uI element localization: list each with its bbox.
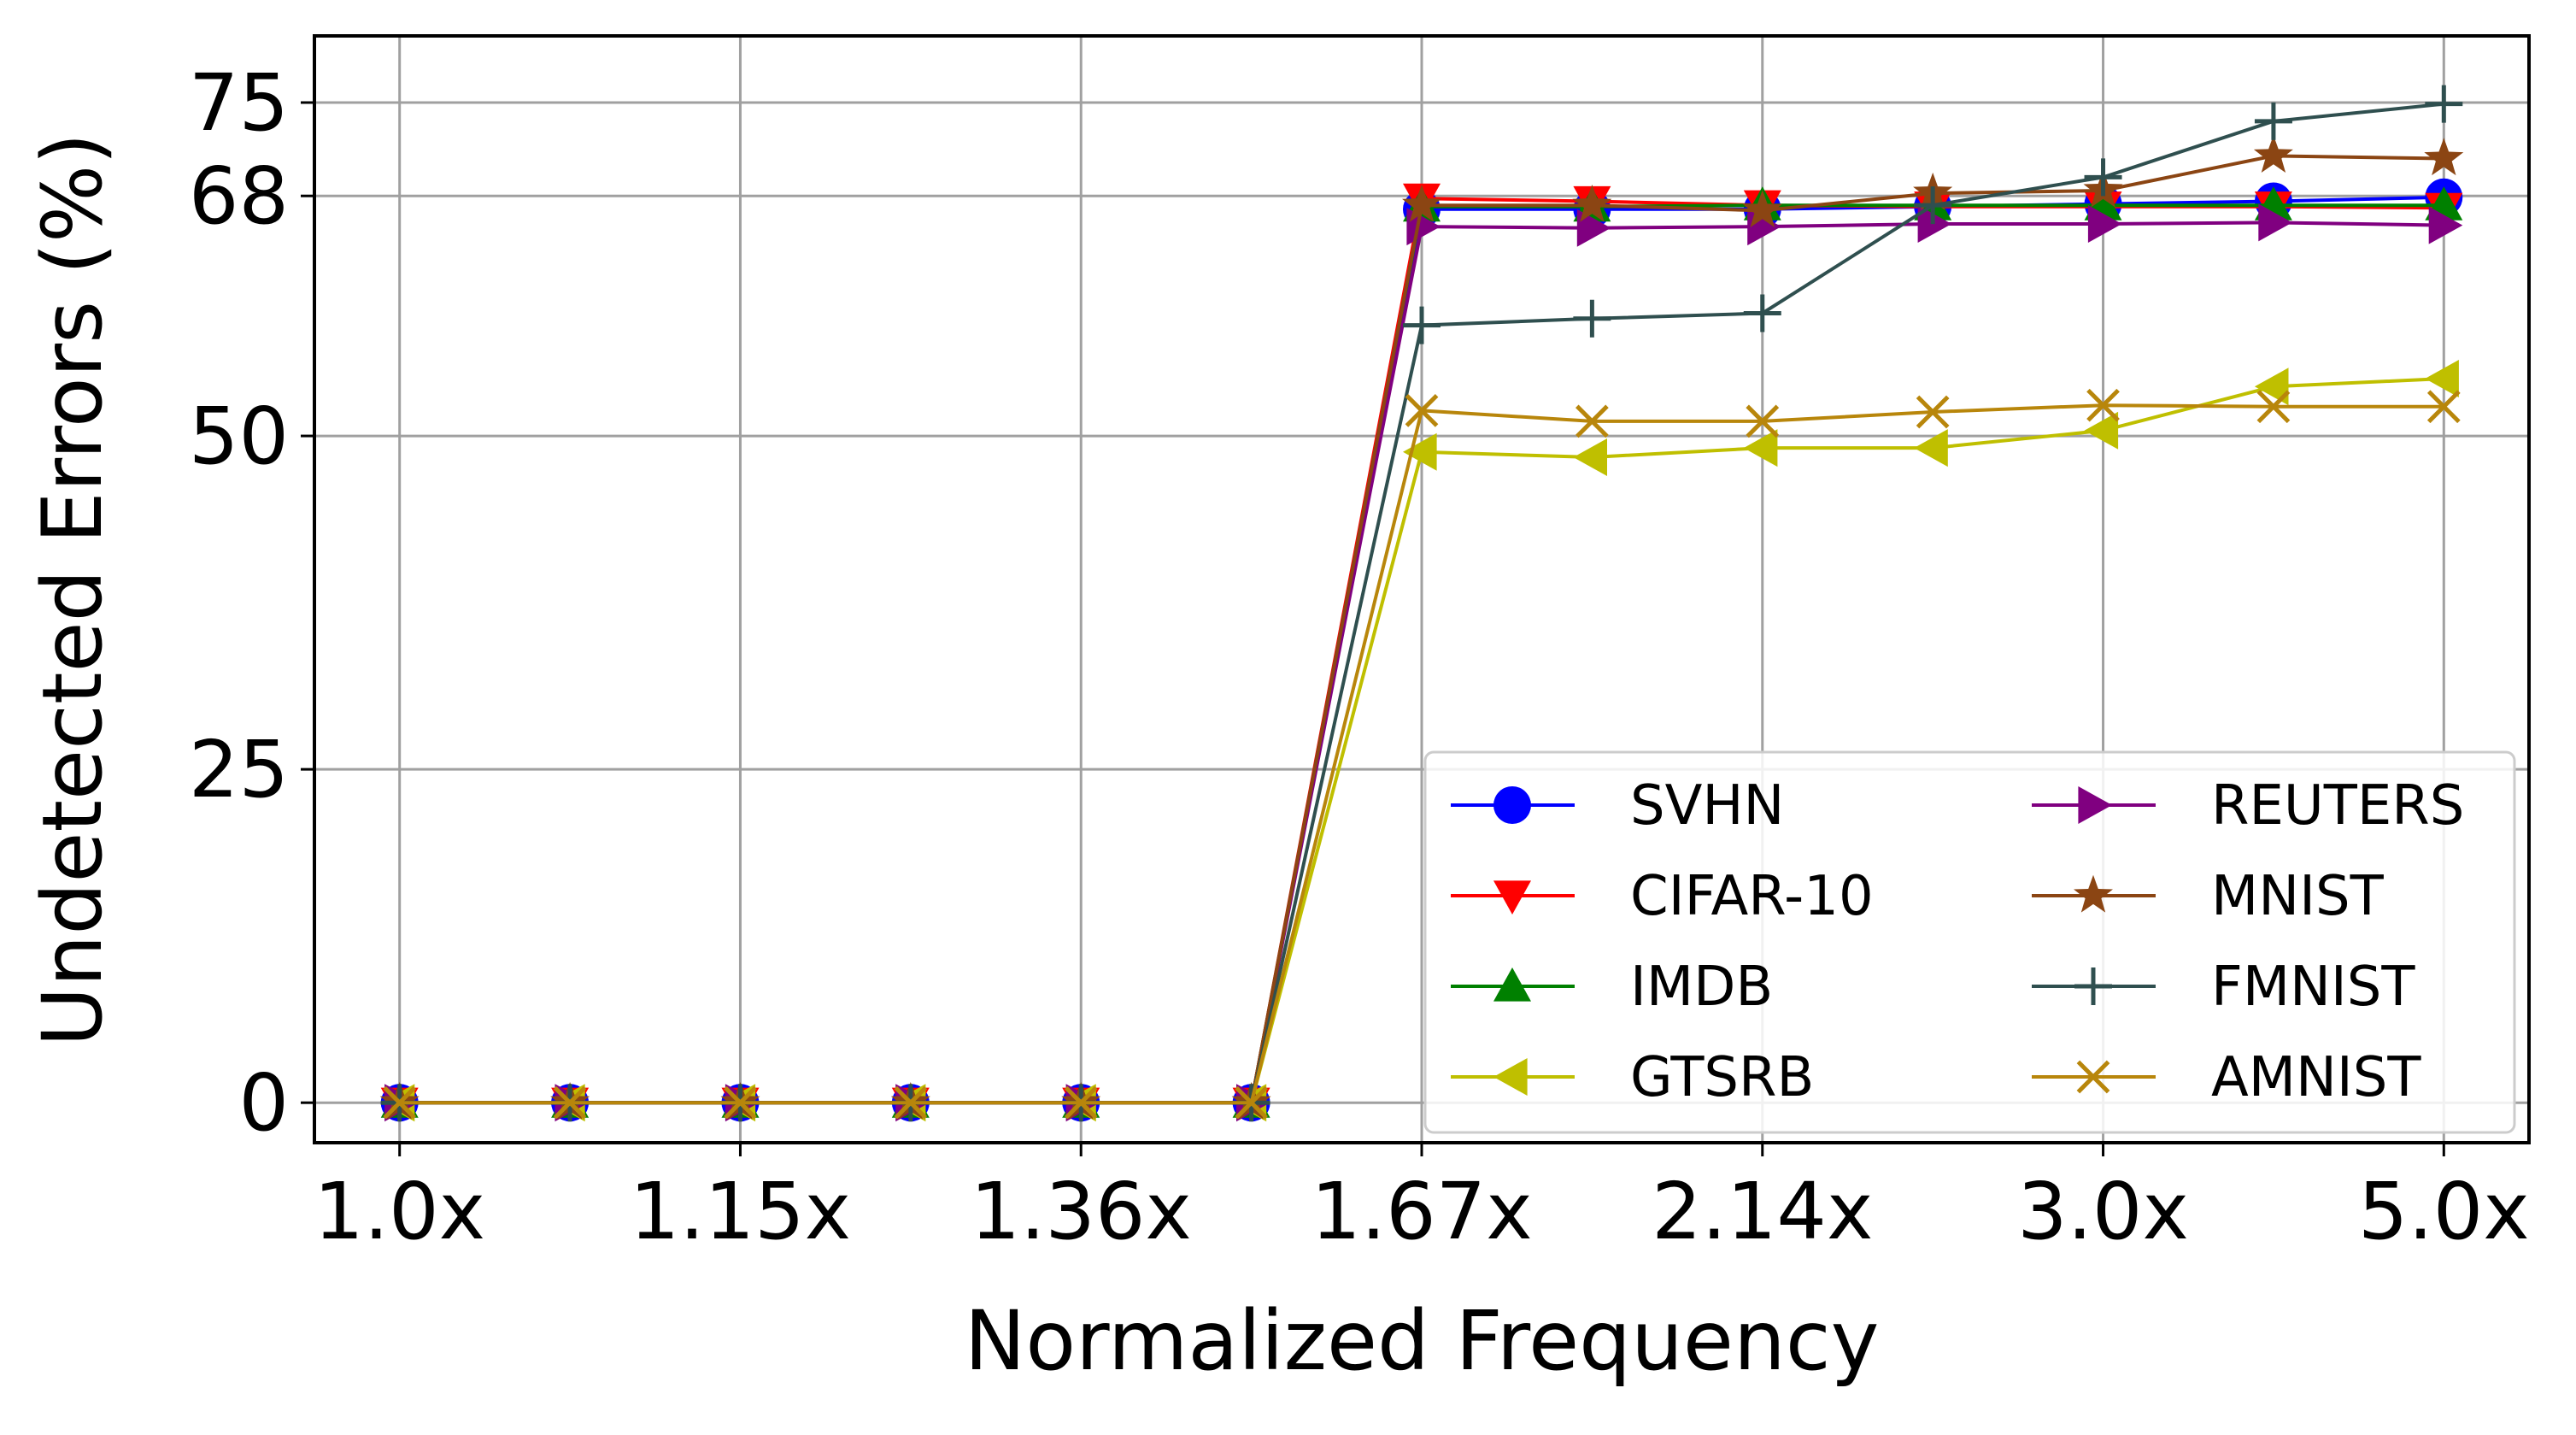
data-point-gtsrb: [1573, 438, 1607, 476]
x-axis-label: Normalized Frequency: [965, 1293, 1880, 1389]
series-amnist: [383, 388, 2461, 1120]
data-point-gtsrb: [1403, 432, 1437, 471]
legend-label-amnist: AMNIST: [2211, 1046, 2421, 1109]
legend-label-gtsrb: GTSRB: [1630, 1046, 1814, 1109]
data-point-reuters: [2258, 203, 2292, 242]
x-tick-label: 2.14x: [1652, 1166, 1873, 1257]
legend-item-gtsrb: GTSRB: [1451, 1046, 1814, 1109]
legend-item-amnist: AMNIST: [2032, 1046, 2421, 1109]
legend-item-imdb: IMDB: [1451, 956, 1773, 1019]
data-point-gtsrb: [1914, 429, 1948, 468]
legend-item-mnist: MNIST: [2032, 865, 2385, 928]
x-tick-label: 1.67x: [1311, 1166, 1532, 1257]
data-point-mnist: [2253, 135, 2293, 173]
legend-marker-imdb: [1493, 967, 1531, 1002]
x-tick-label: 3.0x: [2017, 1166, 2189, 1257]
data-point-mnist: [1402, 185, 1441, 222]
legend-marker-cifar-10: [1493, 880, 1531, 915]
data-point-mnist: [2424, 138, 2464, 176]
legend-marker-svhn: [1493, 786, 1531, 824]
legend-label-fmnist: FMNIST: [2211, 956, 2415, 1019]
y-tick-label: 50: [189, 391, 289, 482]
data-point-fmnist: [1914, 186, 1952, 225]
data-point-amnist: [2086, 388, 2120, 422]
legend: SVHN CIFAR-10 IMDB GTSRB REUTERS MNIST FMNIST A…: [1423, 750, 2516, 1134]
data-point-amnist: [2256, 390, 2291, 424]
data-point-amnist: [1576, 404, 1609, 438]
data-point-gtsrb: [2084, 411, 2119, 450]
legend-marker-fmnist: [2074, 967, 2112, 1005]
ticks-layer: 1.0x 1.15x 1.36x 1.67x 2.14x 3.0x 5.0x 0 25 50 687…: [189, 57, 2530, 1257]
data-point-amnist: [894, 1085, 928, 1120]
legend-marker-gtsrb: [1493, 1058, 1528, 1096]
data-point-mnist: [1742, 190, 1782, 227]
data-point-gtsrb: [2254, 368, 2289, 406]
data-point-amnist: [553, 1085, 587, 1120]
legend-label-imdb: IMDB: [1630, 956, 1773, 1019]
x-tick-label: 5.0x: [2358, 1166, 2530, 1257]
legend-item-cifar-10: CIFAR-10: [1451, 865, 1874, 928]
legend-label-cifar-10: CIFAR-10: [1630, 865, 1874, 928]
data-point-amnist: [1405, 394, 1439, 427]
y-tick-label: 0: [238, 1057, 289, 1149]
data-point-mnist: [1572, 185, 1612, 222]
x-tick-label: 1.36x: [971, 1166, 1192, 1257]
legend-item-svhn: SVHN: [1451, 774, 1784, 838]
data-point-gtsrb: [2425, 360, 2459, 397]
x-tick-label: 1.15x: [630, 1166, 851, 1257]
x-tick-label: 1.0x: [314, 1166, 485, 1257]
y-tick-label: 75: [189, 57, 289, 149]
data-point-fmnist: [2084, 158, 2122, 197]
data-point-amnist: [2426, 390, 2461, 424]
data-point-amnist: [1235, 1085, 1268, 1120]
data-point-reuters: [2428, 206, 2463, 244]
y-axis-label: Undetected Errors (%): [25, 132, 120, 1046]
data-point-amnist: [1064, 1085, 1098, 1120]
data-point-amnist: [1916, 395, 1950, 429]
data-point-reuters: [2087, 205, 2122, 243]
legend-marker-reuters: [2078, 786, 2112, 824]
data-point-amnist: [724, 1085, 757, 1120]
legend-box: [1423, 750, 2516, 1134]
data-point-fmnist: [1403, 306, 1441, 344]
legend-label-svhn: SVHN: [1630, 774, 1784, 838]
data-point-gtsrb: [1743, 429, 1778, 468]
legend-marker-mnist: [2074, 874, 2113, 913]
data-point-fmnist: [1743, 294, 1781, 332]
data-point-amnist: [1746, 404, 1780, 438]
legend-label-reuters: REUTERS: [2211, 774, 2464, 838]
data-point-fmnist: [2254, 102, 2292, 140]
data-point-fmnist: [1573, 299, 1611, 338]
legend-marker-amnist: [2076, 1060, 2110, 1094]
series-layer: [379, 85, 2464, 1122]
data-point-amnist: [383, 1085, 417, 1120]
legend-item-fmnist: FMNIST: [2032, 956, 2415, 1019]
y-tick-label: 68: [189, 150, 289, 242]
legend-item-reuters: REUTERS: [2032, 774, 2464, 838]
legend-label-mnist: MNIST: [2211, 865, 2385, 928]
data-point-reuters: [1576, 209, 1611, 247]
data-point-fmnist: [2425, 85, 2463, 123]
y-tick-label: 25: [189, 724, 289, 815]
